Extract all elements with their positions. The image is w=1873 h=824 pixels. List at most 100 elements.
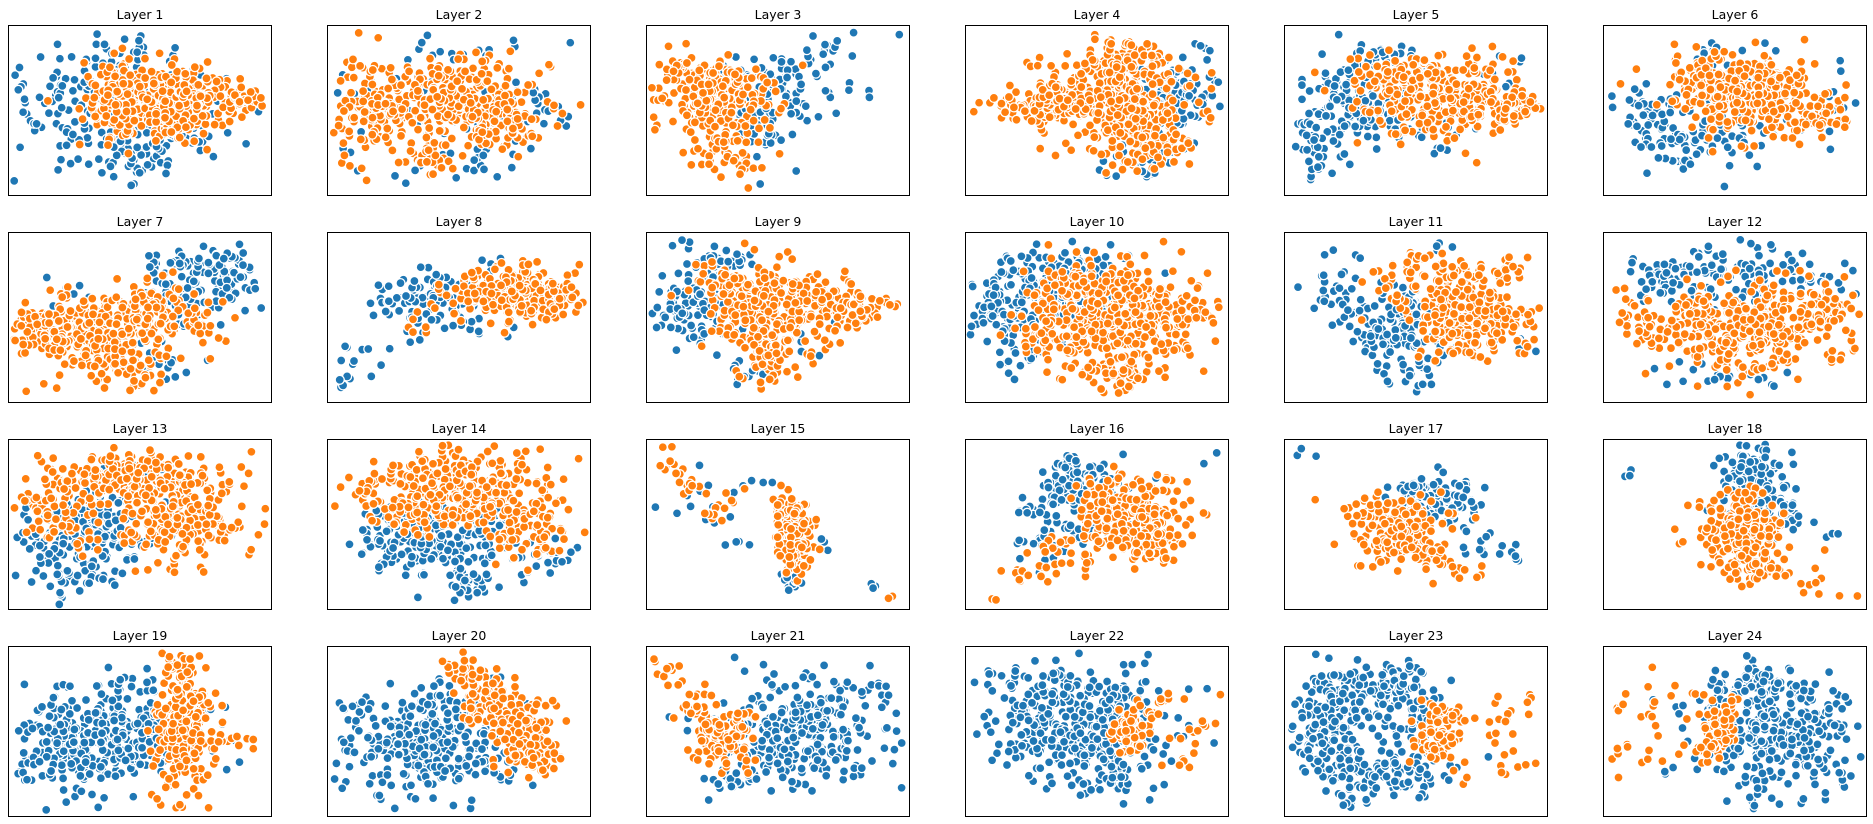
data-point [1010,86,1022,98]
data-point [543,59,555,70]
data-point [785,56,797,67]
data-point [65,158,76,169]
data-point [1469,62,1480,74]
data-point [72,153,84,165]
data-point [988,92,1000,104]
data-point [93,333,104,345]
data-point [476,68,487,79]
data-point [55,345,66,356]
data-point [1115,127,1126,139]
data-point [1173,63,1184,74]
data-point [1458,64,1469,76]
data-point [1158,132,1169,143]
data-point [69,74,80,85]
data-point [685,320,697,331]
data-point [421,132,432,143]
data-point [32,319,43,330]
data-point [144,261,155,273]
data-point [126,180,137,191]
data-point [99,39,110,50]
data-point [384,343,395,354]
subplot-layer-6: Layer 6 [1603,6,1867,196]
scatter-plot [1290,29,1546,185]
data-point [359,106,370,118]
data-point [332,87,343,99]
data-point [76,360,88,371]
data-point [123,53,135,65]
data-point [415,112,426,123]
data-point [753,137,764,148]
data-point [423,145,434,156]
data-point [768,52,779,63]
data-point [201,73,212,84]
data-point [565,37,576,48]
data-point [349,112,360,123]
data-point [45,285,56,296]
data-point [1399,95,1411,107]
data-point [348,355,360,367]
data-point [1140,142,1151,154]
data-point [1309,67,1320,78]
data-point [1812,101,1824,112]
data-point [523,259,534,270]
data-point [157,85,168,97]
data-point [86,370,97,381]
data-point [684,74,695,85]
data-point [146,66,157,77]
data-point [1147,88,1158,100]
data-point [554,293,565,304]
data-point [9,175,20,187]
data-point [751,151,763,162]
data-point [173,283,184,295]
data-point [1071,60,1082,71]
data-point [1163,52,1175,63]
data-point [1770,45,1781,56]
data-point [236,111,248,123]
data-point [78,296,89,307]
data-point [1296,94,1308,105]
data-point [1382,66,1393,78]
data-point [1399,125,1411,136]
data-point [1819,88,1831,100]
data-point [83,159,94,170]
data-point [1162,147,1173,158]
data-point [1789,87,1800,98]
data-point [431,269,442,280]
data-point [470,47,482,58]
data-point [380,98,391,109]
data-point [791,165,802,177]
data-point [197,110,208,122]
subplot-title: Layer 6 [1711,7,1759,22]
data-point [112,86,123,97]
data-point [62,321,73,333]
data-point [1685,159,1696,170]
data-point [201,144,213,155]
data-point [692,143,704,154]
data-point [104,62,116,73]
data-point [169,321,180,332]
data-point [743,182,754,194]
data-point [703,79,714,90]
data-point [575,99,586,111]
data-point [1112,109,1123,121]
data-point [1435,142,1446,154]
data-point [1633,100,1644,111]
data-point [1126,103,1137,114]
data-point [526,113,537,125]
data-point [410,105,421,116]
data-point [466,267,477,278]
data-point [111,319,122,330]
data-point [1206,67,1217,78]
scatter-plot [647,27,905,194]
data-point [458,122,469,133]
data-point [1839,92,1851,103]
data-point [1184,80,1195,91]
data-point [205,320,216,331]
data-point [1166,76,1177,87]
data-point [1161,83,1172,94]
data-point [1037,84,1048,95]
data-point [1107,135,1118,147]
data-point [1137,132,1148,143]
data-point [1631,63,1642,75]
data-point [651,322,662,333]
